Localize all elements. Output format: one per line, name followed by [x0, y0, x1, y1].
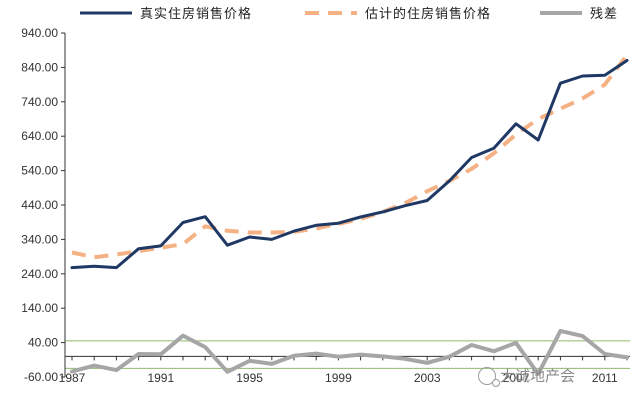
y-tick-label: 240.00	[21, 267, 58, 281]
x-tick-label: 2003	[414, 371, 441, 385]
legend-label: 残差	[590, 7, 618, 22]
y-tick-label: 140.00	[21, 301, 58, 315]
x-tick-label: 2011	[592, 371, 618, 385]
series-line-3	[70, 328, 629, 376]
series-layer	[70, 53, 629, 376]
y-tick-label: -60.00	[24, 370, 58, 384]
x-tick-label: 2007	[503, 371, 530, 385]
x-tick-label: 1991	[147, 371, 174, 385]
y-tick-label: 540.00	[21, 164, 58, 178]
legend-label: 真实住房销售价格	[140, 6, 252, 22]
axis-layer: 940.00 840.00 740.00 640.00 540.00 440.00 340.…	[21, 26, 630, 385]
legend-label: 估计的住房销售价格	[365, 6, 491, 22]
y-tick-label: 740.00	[21, 95, 58, 109]
series-line-2	[71, 53, 629, 260]
y-tick-label: 840.00	[21, 60, 58, 74]
series-line-1	[70, 59, 629, 270]
y-tick-label: 340.00	[21, 232, 58, 246]
y-tick-label: 640.00	[21, 129, 58, 143]
watermark-text: 大诚地产会	[500, 367, 576, 385]
watermark: 大诚地产会	[478, 365, 576, 387]
legend: 真实住房销售价格 估计的住房销售价格 残差	[80, 6, 618, 22]
y-tick-label: 40.00	[28, 336, 58, 350]
y-tick-label: 940.00	[21, 26, 58, 40]
wechat-icon	[478, 366, 500, 387]
y-tick-label: 440.00	[21, 198, 58, 212]
x-tick-label: 1995	[236, 371, 263, 385]
x-tick-label: 1999	[325, 371, 352, 385]
x-tick-label: 1987	[59, 371, 86, 385]
